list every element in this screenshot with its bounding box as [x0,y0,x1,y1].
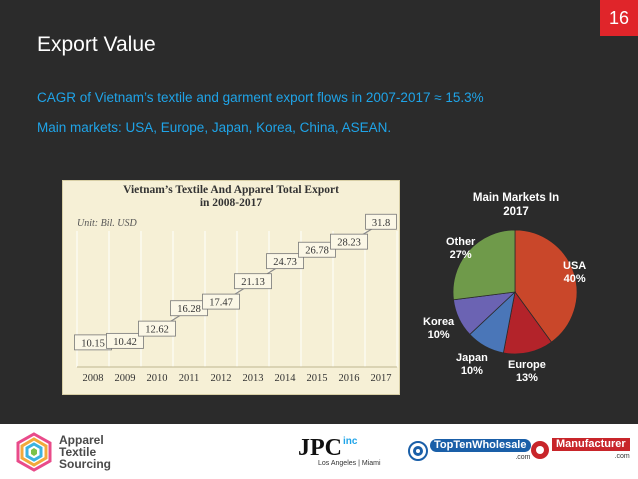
pie-label-other-name: Other [446,236,476,248]
data-label: 16.28 [177,304,201,315]
data-label: 12.62 [145,325,169,336]
line-chart-title-line2: in 2008-2017 [199,197,263,209]
data-label: 24.73 [273,257,297,268]
ttw-wordmark: TopTenWholesale [430,439,531,452]
pie-label-japan-pct: 10% [460,365,483,377]
x-tick-label: 2016 [339,373,360,384]
pie-title-line2: 2017 [503,206,529,218]
pie-label-japan-name: Japan [456,352,488,364]
ats-line3: Sourcing [59,457,112,471]
data-label-box [298,241,336,258]
manufacturer-logo: Manufacturer .com [530,438,630,462]
line-chart-title: Vietnam’s Textile And Apparel Total Expo… [63,184,399,210]
pie-title-line1: Main Markets In [472,192,560,204]
manufacturer-domain: .com [614,453,630,460]
data-label: 10.42 [113,337,137,348]
data-label-box [234,273,272,290]
pie-label-europe-name: Europe [508,359,546,371]
pie-label-korea: Korea 10% [423,316,454,342]
x-tick-label: 2014 [275,373,297,384]
data-label-box [330,233,368,250]
x-tick-label: 2012 [211,373,232,384]
data-label-box [266,253,304,270]
pie-chart-title: Main Markets In 2017 [452,191,580,219]
pie-label-europe-pct: 13% [515,372,538,384]
ttw-domain: .com [515,454,531,461]
data-label: 26.78 [305,246,329,257]
x-tick-label: 2008 [83,373,104,384]
x-tick-label: 2010 [147,373,168,384]
main-markets-text: Main markets: USA, Europe, Japan, Korea,… [37,120,392,135]
footer-logos: Apparel Textile Sourcing JPC inc Los Ang… [0,424,638,479]
pie-slice-usa [514,229,578,343]
data-label: 10.15 [81,338,105,349]
target-icon [408,441,428,461]
data-label-box [365,213,397,230]
apparel-textile-sourcing-logo: Apparel Textile Sourcing [14,432,111,472]
pie-label-usa: USA 40% [563,260,586,286]
pie-label-other: Other 27% [446,236,475,262]
unit-label: Unit: Bil. USD [77,218,137,229]
jpc-subtitle: Los Angeles | Miami [318,460,381,467]
gear-badge-icon [531,441,549,459]
ats-line2: Textile [59,445,97,459]
line-chart-title-line1: Vietnam’s Textile And Apparel Total Expo… [123,184,339,196]
ats-wordmark: Apparel Textile Sourcing [59,434,111,470]
data-label: 31.8 [372,218,390,229]
jpc-wordmark: JPC [298,435,342,461]
data-label: 28.23 [337,238,361,249]
jpc-logo: JPC inc Los Angeles | Miami [298,436,381,467]
data-label-box [202,293,240,310]
pie-label-other-pct: 27% [449,249,472,261]
hexagon-logo-icon [16,432,52,472]
pie-label-korea-pct: 10% [427,329,450,341]
data-label: 17.47 [209,298,233,309]
data-label: 21.13 [241,277,265,288]
x-tick-label: 2011 [179,373,200,384]
cagr-text: CAGR of Vietnam’s textile and garment ex… [37,90,484,105]
x-tick-label: 2013 [243,373,264,384]
data-label-box [138,320,176,337]
pie-label-japan: Japan 10% [456,352,488,378]
x-tick-label: 2015 [307,373,328,384]
pie-slice-other [452,229,516,301]
line-chart-plot: 10.15 2008 10.42 2009 12.62 2010 16.28 2011 17.4… [74,213,398,384]
slide-title: Export Value [37,33,156,56]
x-tick-label: 2009 [115,373,136,384]
pie-label-europe: Europe 13% [508,359,546,385]
pie-label-usa-name: USA [563,260,587,272]
data-label-box [106,332,144,349]
ats-line1: Apparel [59,433,104,447]
manufacturer-wordmark: Manufacturer [552,438,630,451]
toptenwholesale-logo: TopTenWholesale .com [408,439,531,463]
pie-chart [452,229,578,355]
pie-label-usa-pct: 40% [563,273,586,285]
jpc-inc: inc [343,436,358,447]
export-line-chart: Vietnam’s Textile And Apparel Total Expo… [62,180,400,395]
x-tick-label: 2017 [371,373,392,384]
page-number-badge: 16 [600,0,638,36]
pie-label-korea-name: Korea [423,316,455,328]
